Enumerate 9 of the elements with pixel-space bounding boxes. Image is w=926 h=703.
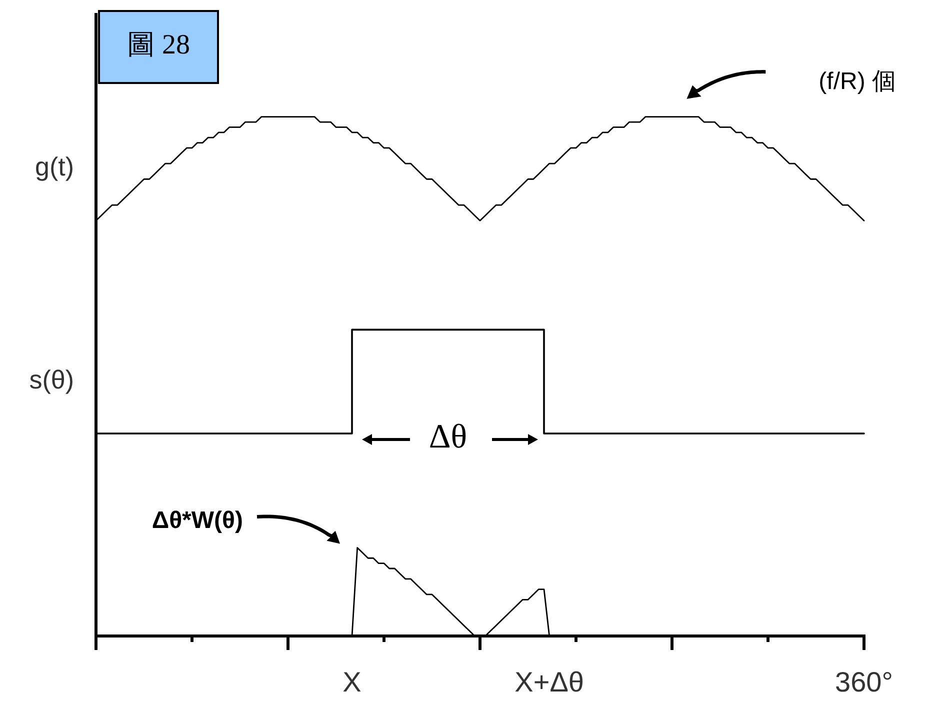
annotation: (f/R) 個 — [818, 68, 896, 96]
series-label: s(θ) — [29, 364, 74, 394]
category-label: X — [342, 666, 362, 698]
category-label: 360° — [835, 666, 893, 698]
annotation: Δθ — [428, 418, 468, 456]
category-label: X+Δθ — [514, 666, 584, 698]
series-label: g(t) — [35, 152, 74, 182]
series-label: Δθ*W(θ) — [152, 507, 243, 534]
title: 圖 28 — [127, 29, 190, 60]
